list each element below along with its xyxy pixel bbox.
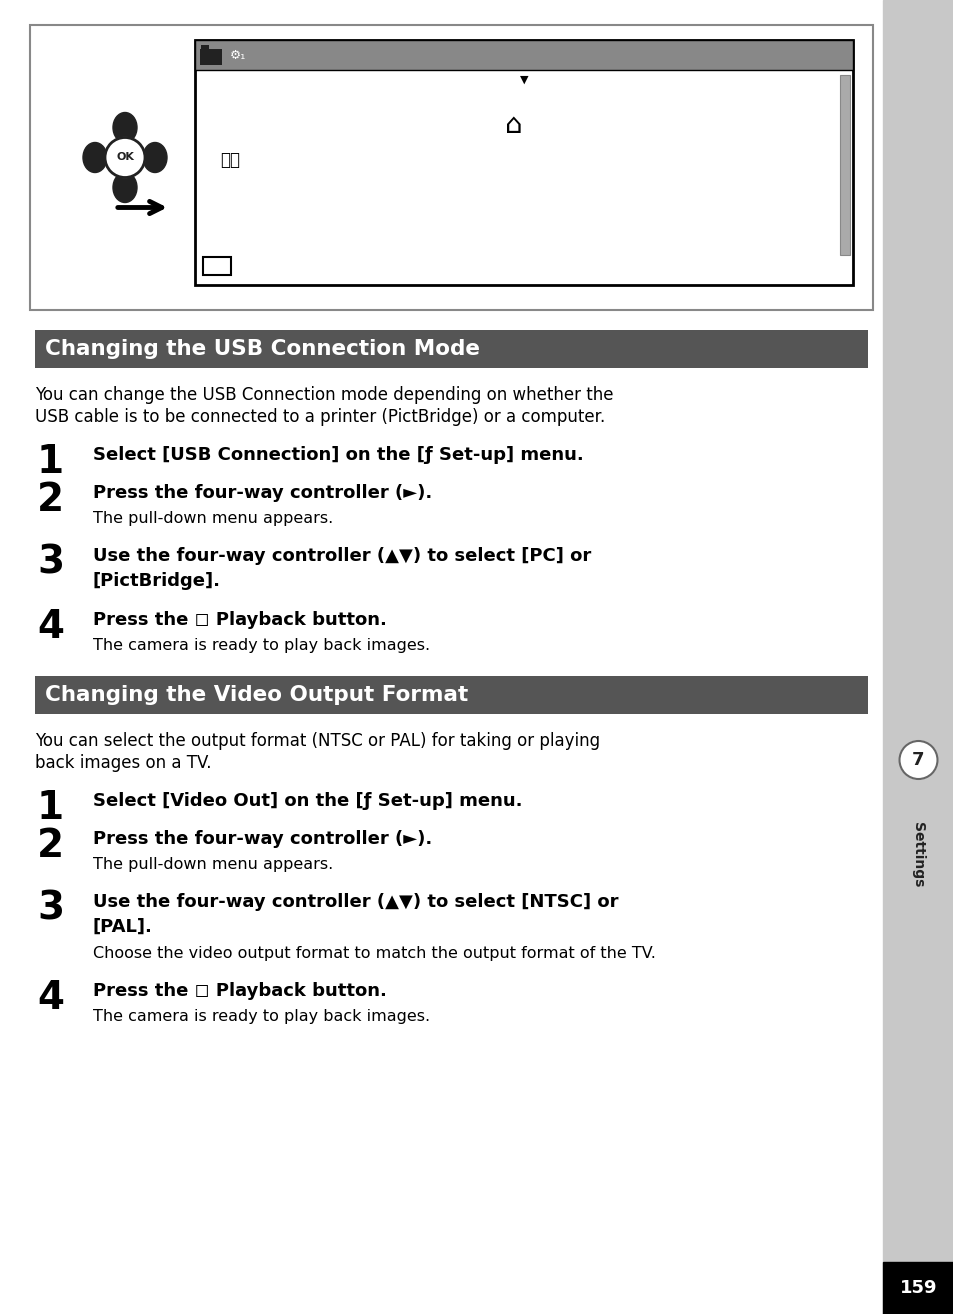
Text: ▼: ▼ [519, 75, 528, 85]
Text: 2: 2 [37, 827, 64, 865]
Text: OK: OK [116, 152, 133, 163]
Text: 2: 2 [37, 481, 64, 519]
Text: USB cable is to be connected to a printer (PictBridge) or a computer.: USB cable is to be connected to a printe… [35, 409, 604, 426]
Bar [194, 39, 852, 285]
Ellipse shape [112, 113, 137, 142]
Text: You can select the output format (NTSC or PAL) for taking or playing: You can select the output format (NTSC o… [35, 732, 599, 750]
Text: ⚙₁: ⚙₁ [230, 49, 246, 62]
Circle shape [899, 741, 937, 779]
Text: 3: 3 [37, 544, 64, 582]
Ellipse shape [143, 142, 167, 172]
Text: [PictBridge].: [PictBridge]. [92, 572, 221, 590]
Text: Press the four-way controller (►).: Press the four-way controller (►). [92, 484, 432, 502]
Text: 1: 1 [37, 443, 64, 481]
Text: The pull-down menu appears.: The pull-down menu appears. [92, 511, 333, 526]
Bar [200, 49, 222, 64]
Text: 7: 7 [911, 752, 923, 769]
Text: The camera is ready to play back images.: The camera is ready to play back images. [92, 1009, 430, 1024]
Text: Changing the USB Connection Mode: Changing the USB Connection Mode [45, 339, 479, 359]
Bar [35, 675, 867, 714]
Text: The camera is ready to play back images.: The camera is ready to play back images. [92, 639, 430, 653]
Text: Select [Video Out] on the [ƒ Set-up] menu.: Select [Video Out] on the [ƒ Set-up] men… [92, 792, 522, 809]
Bar [35, 330, 867, 368]
Bar [882, 1261, 953, 1314]
Bar [201, 45, 209, 51]
Circle shape [105, 138, 145, 177]
Ellipse shape [112, 172, 137, 202]
Text: Press the ◻ Playback button.: Press the ◻ Playback button. [92, 982, 387, 1000]
Text: 1: 1 [37, 788, 64, 827]
Text: 言語: 言語 [220, 151, 240, 170]
Text: Use the four-way controller (▲▼) to select [PC] or: Use the four-way controller (▲▼) to sele… [92, 547, 591, 565]
Text: Press the ◻ Playback button.: Press the ◻ Playback button. [92, 611, 387, 629]
Bar [882, 0, 953, 1314]
Text: Use the four-way controller (▲▼) to select [NTSC] or: Use the four-way controller (▲▼) to sele… [92, 894, 618, 911]
Text: 4: 4 [37, 979, 64, 1017]
Text: You can change the USB Connection mode depending on whether the: You can change the USB Connection mode d… [35, 386, 613, 403]
Text: Choose the video output format to match the output format of the TV.: Choose the video output format to match … [92, 946, 656, 961]
Text: 4: 4 [37, 608, 64, 646]
Text: Select [USB Connection] on the [ƒ Set-up] menu.: Select [USB Connection] on the [ƒ Set-up… [92, 445, 583, 464]
Ellipse shape [83, 142, 107, 172]
Bar [840, 75, 849, 255]
Text: [PAL].: [PAL]. [92, 918, 152, 936]
Text: 3: 3 [37, 890, 64, 928]
Bar [30, 25, 872, 310]
Text: Settings: Settings [910, 823, 924, 888]
Text: 159: 159 [899, 1279, 936, 1297]
Text: Changing the Video Output Format: Changing the Video Output Format [45, 685, 468, 706]
Text: The pull-down menu appears.: The pull-down menu appears. [92, 857, 333, 872]
Text: Press the four-way controller (►).: Press the four-way controller (►). [92, 830, 432, 848]
Bar [194, 39, 852, 70]
Bar [203, 258, 231, 275]
Text: back images on a TV.: back images on a TV. [35, 754, 212, 773]
Text: ⌂: ⌂ [505, 110, 522, 139]
